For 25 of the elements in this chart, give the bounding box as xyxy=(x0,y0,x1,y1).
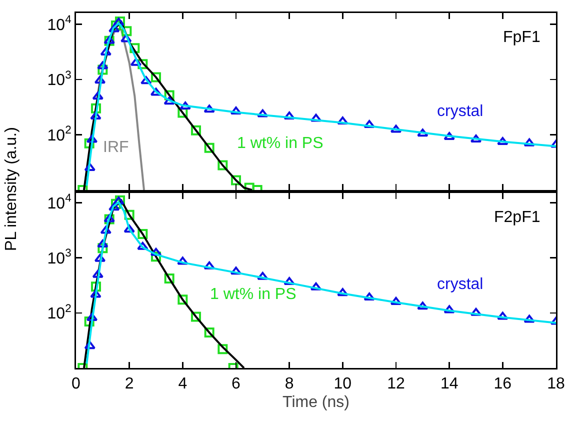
x-tick-label: 12 xyxy=(387,376,405,393)
y-axis-title: PL intensity (a.u.) xyxy=(3,126,21,253)
y-tick-label: 10$^{4}$ xyxy=(47,14,72,34)
x-tick-label: 16 xyxy=(494,376,512,393)
y-tick-label: 10$^{3}$ xyxy=(47,248,72,268)
annotation: FpF1 xyxy=(503,29,540,46)
annotation: F2pF1 xyxy=(494,209,540,226)
y-tick-label: 10$^{3}$ xyxy=(47,69,72,90)
series-label: 1 wt% in PS xyxy=(210,286,296,303)
x-tick-label: 0 xyxy=(72,376,81,393)
series-label: crystal xyxy=(437,103,484,120)
x-tick-label: 6 xyxy=(232,376,241,393)
x-tick-label: 10 xyxy=(334,376,352,393)
x-axis-title: Time (ns) xyxy=(282,394,350,412)
series-label: 1 wt% in PS xyxy=(237,135,324,152)
series-label: crystal xyxy=(437,276,484,293)
x-tick-label: 18 xyxy=(547,376,565,393)
y-tick-label: 10$^{2}$ xyxy=(47,124,72,144)
x-tick-label: 14 xyxy=(440,376,458,393)
x-tick-label: 2 xyxy=(124,376,134,393)
series-label: IRF xyxy=(103,139,129,156)
x-tick-label: 8 xyxy=(284,376,294,393)
x-tick-label: 4 xyxy=(178,376,188,393)
y-tick-label: 10$^{2}$ xyxy=(47,302,72,322)
y-tick-label: 10$^{4}$ xyxy=(47,192,72,212)
